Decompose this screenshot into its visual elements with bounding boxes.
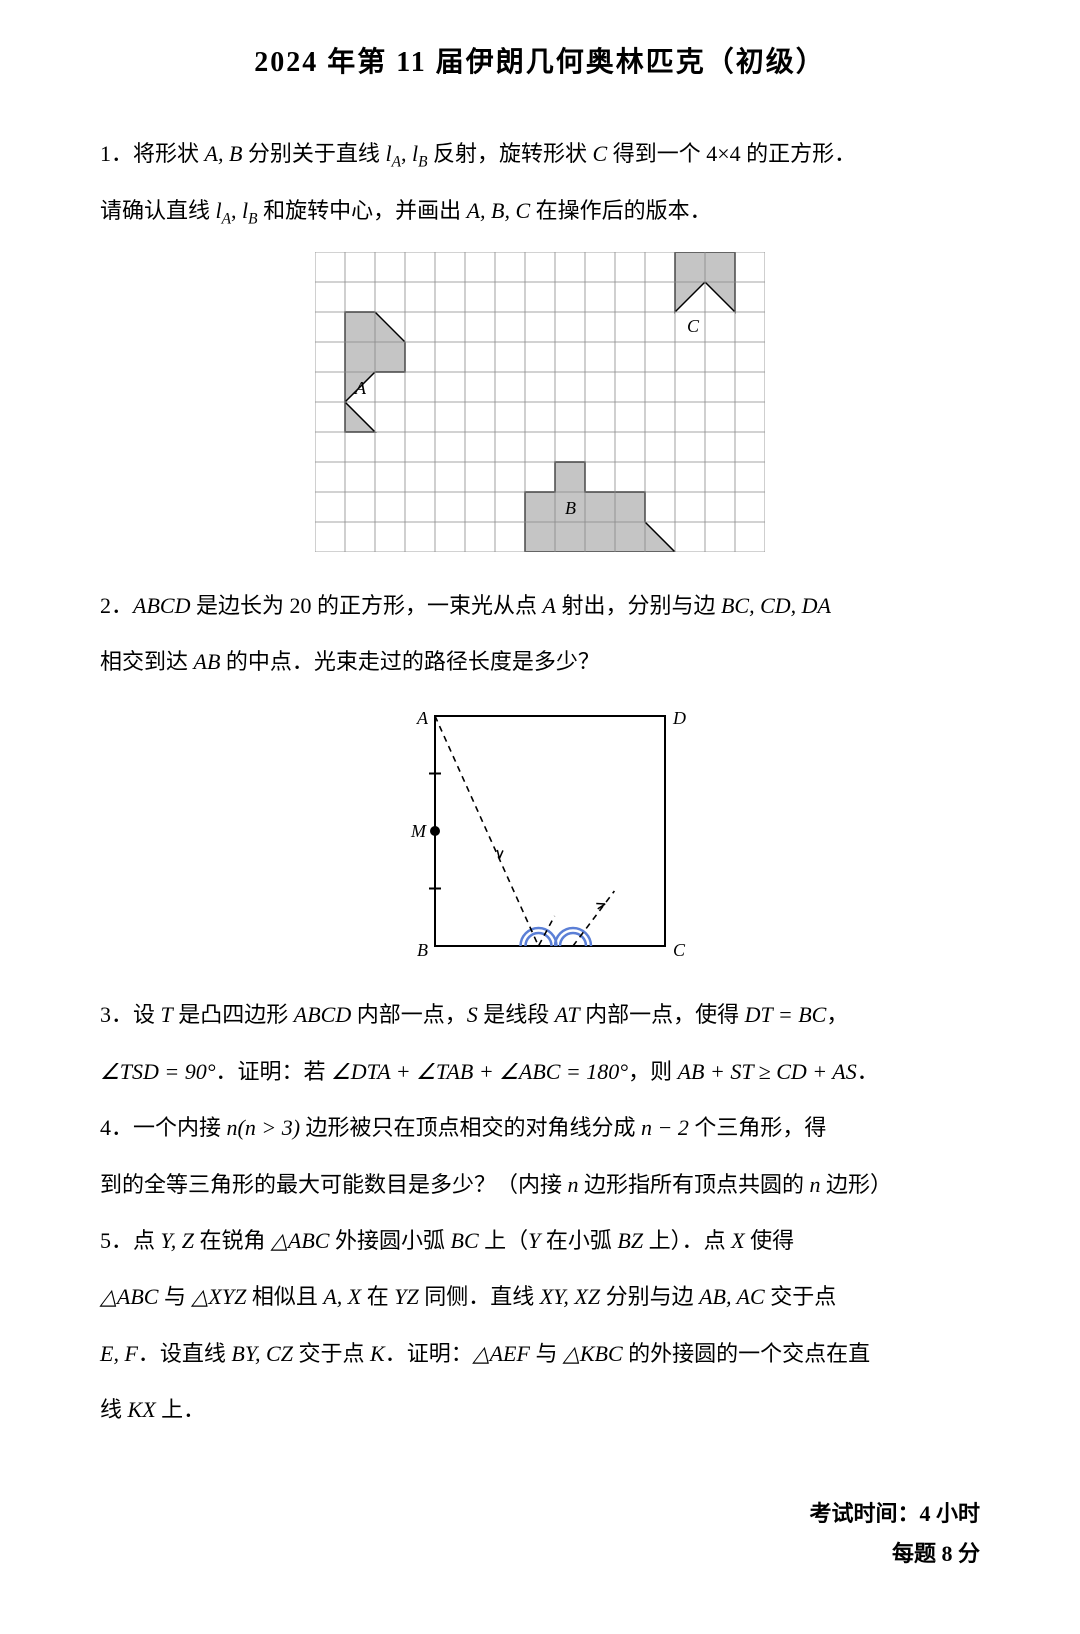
svg-text:A: A	[354, 378, 367, 398]
problem-2-cont: 相交到达 AB 的中点．光束走过的路径长度是多少？	[100, 638, 980, 686]
problem-4: 4．一个内接 n(n > 3) 边形被只在顶点相交的对角线分成 n − 2 个三…	[100, 1104, 980, 1152]
problem-1-cont: 请确认直线 lA, lB 和旋转中心，并画出 A, B, C 在操作后的版本．	[100, 187, 980, 236]
problem-5-cont3: 线 KX 上．	[100, 1386, 980, 1434]
problem-3-cont: ∠TSD = 90°．证明：若 ∠DTA + ∠TAB + ∠ABC = 180…	[100, 1048, 980, 1096]
problem-5-cont1: △ABC 与 △XYZ 相似且 A, X 在 YZ 同侧．直线 XY, XZ 分…	[100, 1273, 980, 1321]
problem-num: 4．	[100, 1115, 133, 1140]
footer: 考试时间：4 小时 每题 8 分	[100, 1494, 980, 1573]
figure-grid: A B C	[100, 252, 980, 557]
svg-text:C: C	[687, 316, 700, 336]
problem-3: 3．设 T 是凸四边形 ABCD 内部一点，S 是线段 AT 内部一点，使得 D…	[100, 991, 980, 1039]
problem-num: 3．	[100, 1002, 133, 1027]
svg-text:C: C	[673, 940, 686, 960]
problem-4-cont: 到的全等三角形的最大可能数目是多少？（内接 n 边形指所有顶点共圆的 n 边形）	[100, 1161, 980, 1209]
page-title: 2024 年第 11 届伊朗几何奥林匹克（初级）	[100, 40, 980, 80]
figure-square: A D B C M	[100, 701, 980, 966]
svg-text:M: M	[410, 821, 427, 841]
svg-text:B: B	[565, 498, 576, 518]
problem-num: 5．	[100, 1228, 133, 1253]
svg-text:B: B	[417, 940, 428, 960]
svg-text:A: A	[416, 708, 429, 728]
problem-5: 5．点 Y, Z 在锐角 △ABC 外接圆小弧 BC 上（Y 在小弧 BZ 上）…	[100, 1217, 980, 1265]
exam-time: 考试时间：4 小时	[100, 1494, 980, 1534]
problem-num: 1．	[100, 141, 133, 166]
problem-1: 1．将形状 A, B 分别关于直线 lA, lB 反射，旋转形状 C 得到一个 …	[100, 130, 980, 179]
svg-text:D: D	[672, 708, 686, 728]
problem-5-cont2: E, F．设直线 BY, CZ 交于点 K．证明：△AEF 与 △KBC 的外接…	[100, 1330, 980, 1378]
problem-num: 2．	[100, 593, 133, 618]
exam-score: 每题 8 分	[100, 1534, 980, 1574]
problem-2: 2．ABCD 是边长为 20 的正方形，一束光从点 A 射出，分别与边 BC, …	[100, 582, 980, 630]
